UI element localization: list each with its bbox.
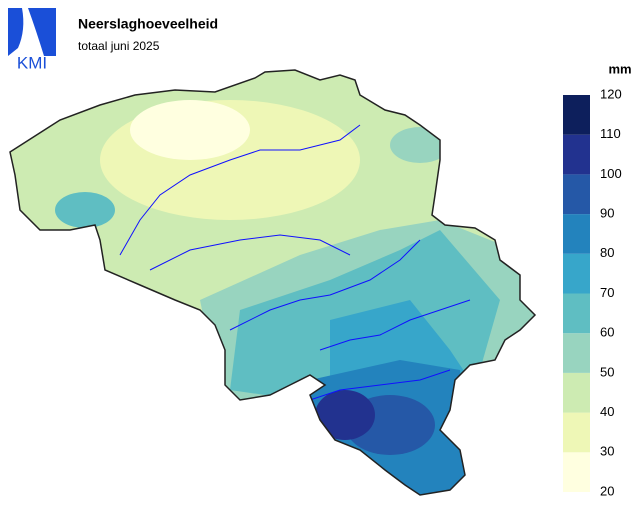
legend-tick-label: 20 bbox=[600, 483, 614, 498]
legend-tick-label: 110 bbox=[600, 126, 621, 141]
legend-tick-label: 100 bbox=[600, 166, 622, 181]
legend-unit: mm bbox=[608, 61, 631, 76]
title: Neerslaghoeveelheid bbox=[78, 16, 218, 32]
legend-swatch bbox=[563, 293, 590, 334]
legend-swatch bbox=[563, 412, 590, 453]
legend-swatch bbox=[563, 253, 590, 294]
legend-tick-label: 40 bbox=[600, 404, 614, 419]
legend-swatch bbox=[563, 333, 590, 373]
logo-text: KMI bbox=[17, 53, 47, 72]
legend-tick-label: 30 bbox=[600, 444, 614, 459]
legend-tick-label: 70 bbox=[600, 285, 614, 300]
legend-tick-label: 90 bbox=[600, 206, 614, 221]
legend: 20 30 40 50 60 70 80 90 100 110 120 bbox=[563, 86, 622, 498]
subtitle: totaal juni 2025 bbox=[78, 39, 160, 53]
legend-tick-label: 80 bbox=[600, 245, 614, 260]
logo: KMI bbox=[8, 8, 56, 72]
legend-swatch bbox=[563, 95, 590, 135]
map bbox=[10, 70, 535, 495]
legend-swatch bbox=[563, 214, 590, 254]
legend-tick-label: 50 bbox=[600, 364, 614, 379]
legend-swatch bbox=[563, 134, 590, 175]
legend-swatch bbox=[563, 174, 590, 215]
legend-swatch bbox=[563, 452, 590, 492]
legend-tick-label: 120 bbox=[600, 86, 622, 101]
legend-swatch bbox=[563, 372, 590, 413]
legend-tick-label: 60 bbox=[600, 325, 614, 340]
